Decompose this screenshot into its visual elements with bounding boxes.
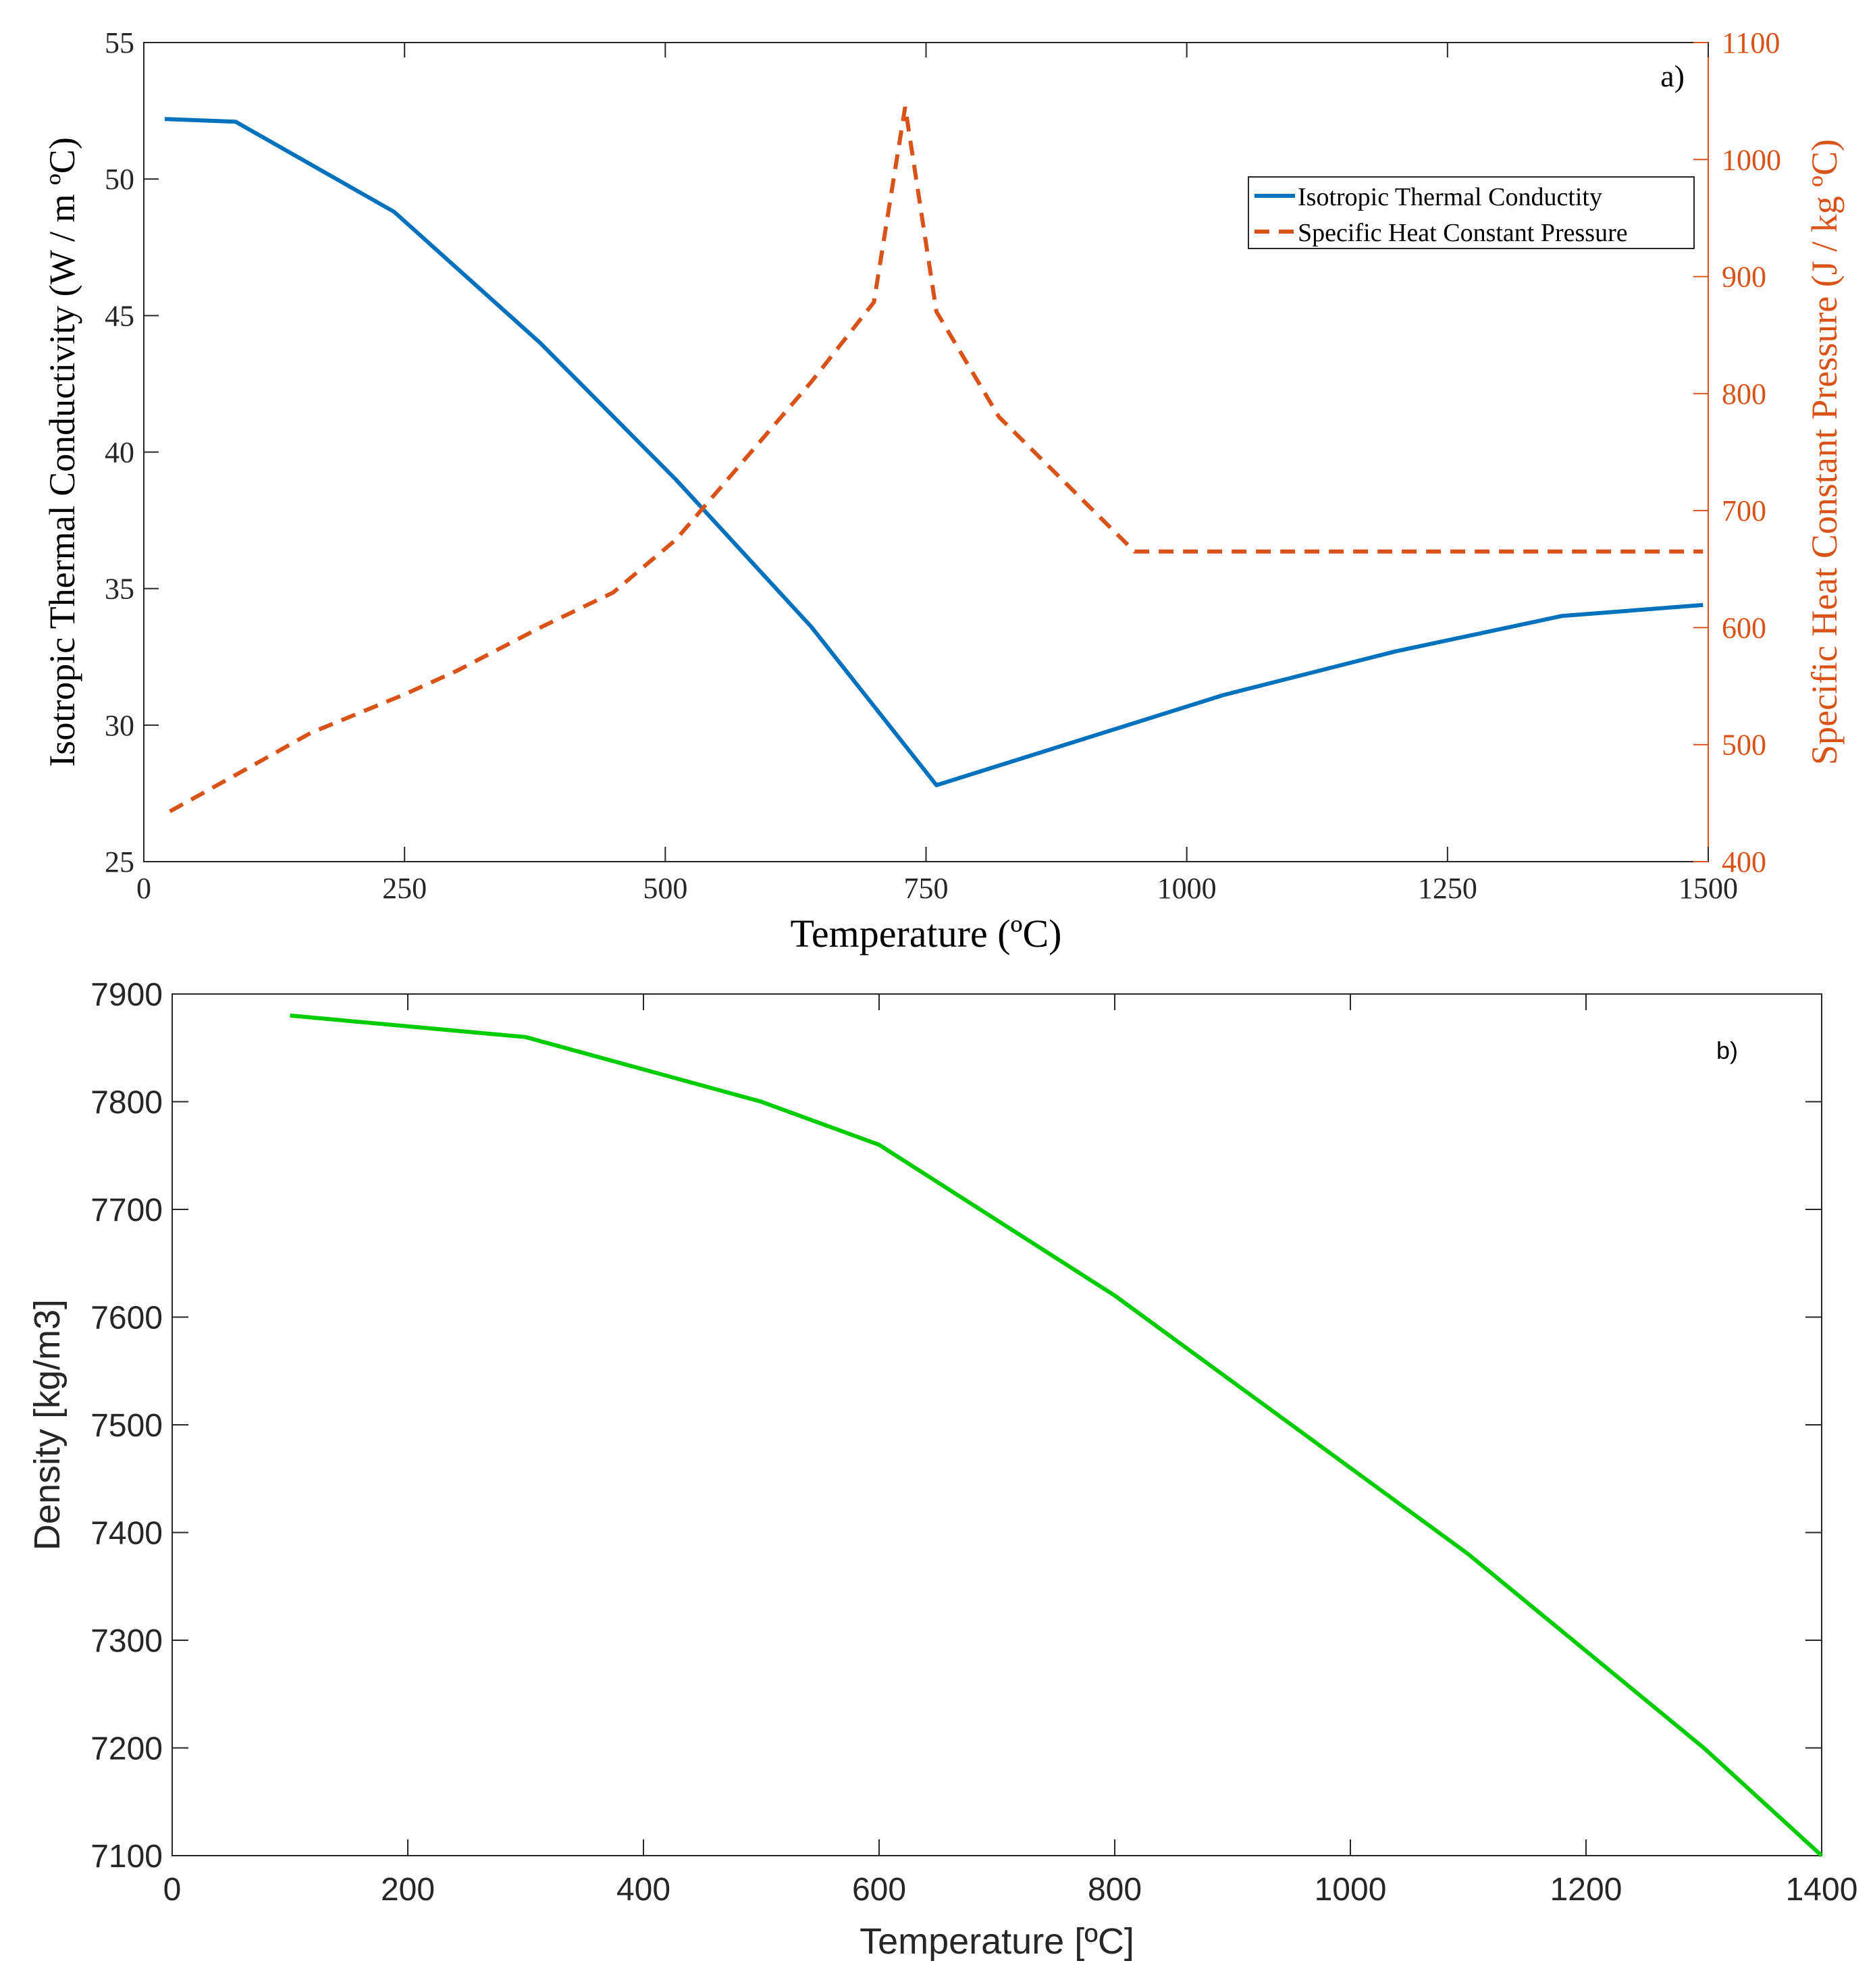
panel-a-thermal-properties-chart: 0 250 500 750 1000 1250 1500 25 30 35 40 45 50 55 400 5… [42,26,1845,956]
series-line-thermal-conductivity [164,117,1704,787]
y-tick-label: 7400 [90,1516,163,1552]
plot-frame [171,993,1822,1856]
x-tick-label: 1000 [1157,872,1217,905]
x-tick-label: 400 [616,1872,670,1908]
x-tick-label: 0 [136,872,151,905]
y-right-tick-label: 600 [1722,611,1766,644]
y-tick-label: 7200 [90,1731,163,1767]
panel-b-density-chart: 0 200 400 600 800 1000 1200 1400 7100 7200 7300 740… [27,977,1857,1962]
x-axis-label: Temperature [ºC] [860,1921,1134,1962]
legend: Isotropic Thermal Conductity Specific Hea… [1248,176,1695,249]
x-tick-label: 1200 [1550,1872,1622,1908]
legend-label-thermal-conductivity: Isotropic Thermal Conductity [1298,183,1602,211]
y-right-tick-label: 700 [1722,494,1766,527]
y-tick-label: 7900 [90,977,163,1013]
x-tick-label: 1000 [1315,1872,1387,1908]
y-right-tick-label: 1000 [1722,143,1781,176]
series-line-specific-heat [169,106,1704,814]
x-tick-label: 600 [852,1872,906,1908]
y-left-tick-label: 55 [105,26,134,59]
y-left-tick-label: 25 [105,845,134,879]
x-tick-label: 250 [382,872,427,905]
y-right-tick-label: 400 [1722,845,1766,879]
y-right-tick-label: 900 [1722,261,1766,294]
y-tick-label: 7700 [90,1193,163,1228]
x-axis-label: Temperature (ºC) [790,912,1061,956]
y-tick-label: 7300 [90,1623,163,1659]
x-tick-label: 1250 [1418,872,1477,905]
y-left-tick-label: 30 [105,709,134,742]
y-tick-label: 7100 [90,1839,163,1875]
plot-frame [143,42,1709,862]
y-left-tick-label: 50 [105,163,134,196]
x-tick-label: 1500 [1679,872,1738,905]
y-tick-label: 7500 [90,1408,163,1444]
x-tick-label: 0 [163,1872,182,1908]
series-line-density [290,1013,1824,1858]
y-right-tick-label: 800 [1722,377,1766,411]
x-tick-label: 500 [643,872,687,905]
y-left-tick-label: 45 [105,299,134,332]
y-axis-left-label: Isotropic Thermal Conductivity (W / m ºC… [42,137,82,767]
x-tick-label: 750 [904,872,949,905]
legend-label-specific-heat: Specific Heat Constant Pressure [1298,219,1628,247]
y-right-tick-label: 1100 [1722,26,1780,59]
y-right-tick-label: 500 [1722,729,1766,762]
y-axis-right-label: Specific Heat Constant Pressure (J / kg … [1804,139,1845,765]
x-tick-label: 200 [381,1872,435,1908]
y-left-tick-label: 35 [105,573,134,606]
y-left-tick-label: 40 [105,436,134,469]
y-tick-label: 7600 [90,1301,163,1336]
x-tick-label: 1400 [1786,1872,1858,1908]
panel-label: b) [1716,1037,1738,1064]
x-tick-label: 800 [1088,1872,1142,1908]
y-axis-label: Density [kg/m3] [27,1299,68,1550]
y-tick-label: 7800 [90,1085,163,1121]
panel-label: a) [1660,59,1685,93]
legend-box [1248,176,1695,249]
